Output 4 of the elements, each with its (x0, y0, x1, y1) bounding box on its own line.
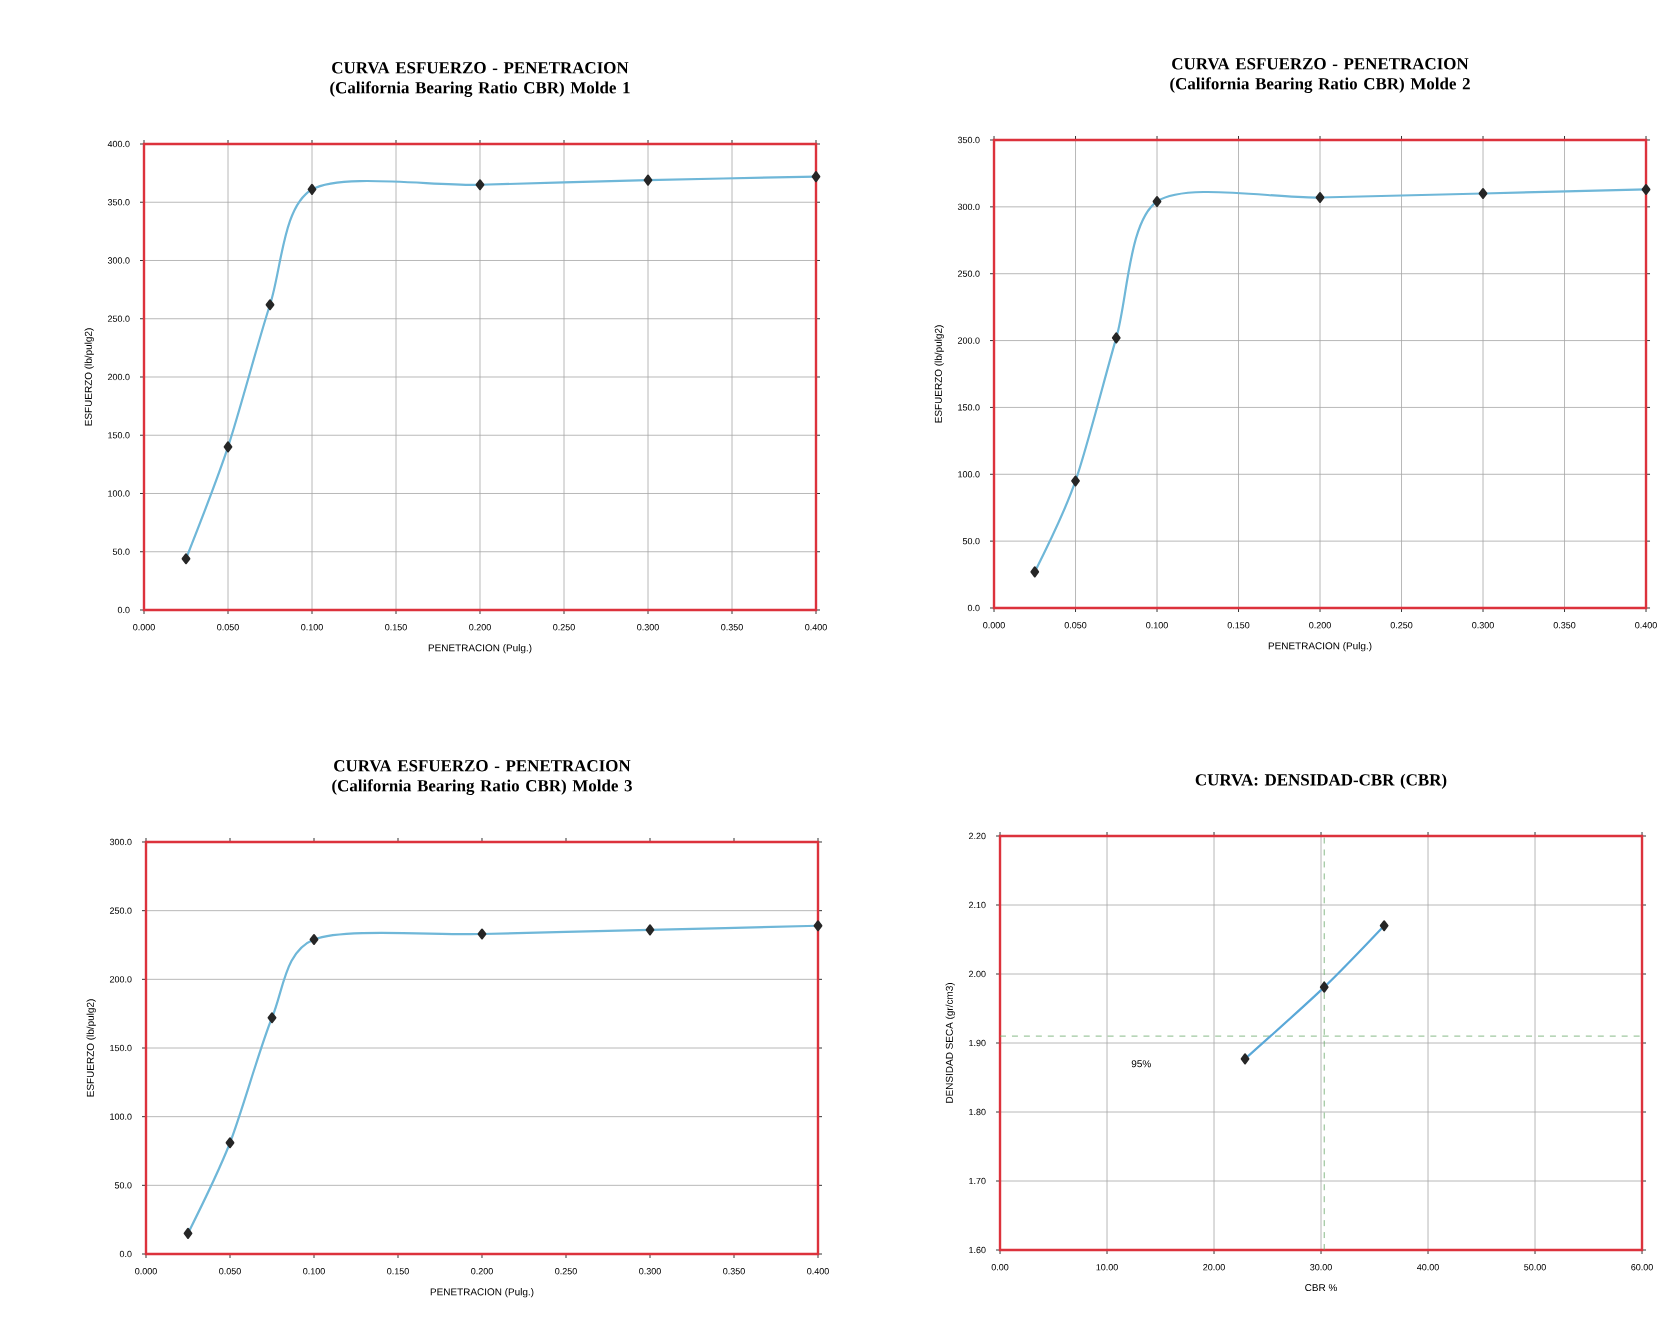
chart-title: CURVA: DENSIDAD-CBR (CBR) (1195, 773, 1447, 789)
chart-title: CURVA ESFUERZO - PENETRACION (California Bearing Ratio CBR) Molde 3 (332, 760, 632, 796)
chart-title: CURVA ESFUERZO - PENETRACION (California Bearing Ratio CBR) Molde 2 (1170, 58, 1470, 94)
chart-title: CURVA ESFUERZO - PENETRACION (California Bearing Ratio CBR) Molde 1 (330, 62, 630, 98)
